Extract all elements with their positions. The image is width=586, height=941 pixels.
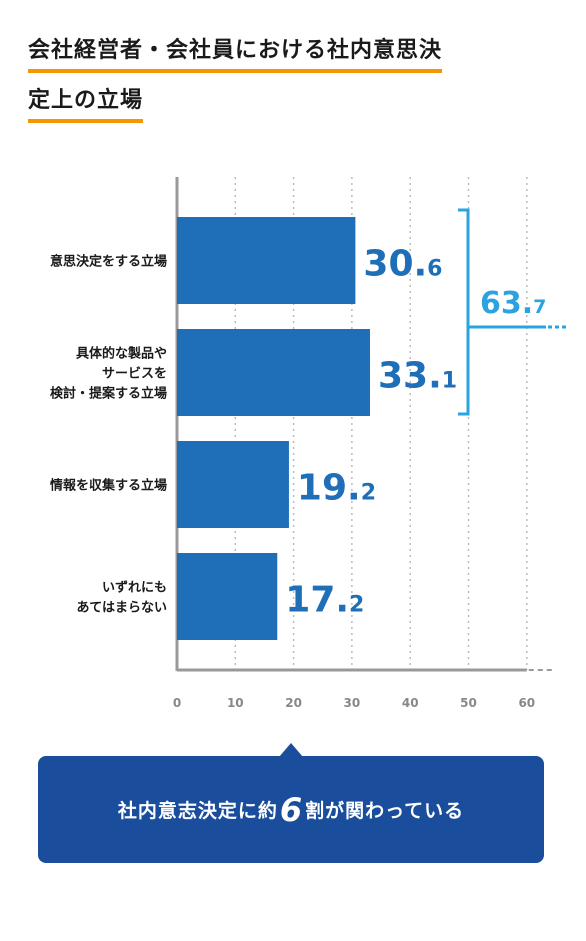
category-label: サービスを [102, 366, 167, 382]
x-tick-label: 0 [173, 696, 181, 710]
bar [177, 553, 278, 640]
chart-title-text-1: 会社経営者・会社員における社内意思決 [28, 36, 443, 73]
bar [177, 217, 356, 304]
category-label: 検討・提案する立場 [50, 386, 167, 402]
category-label: あてはまらない [77, 601, 167, 616]
chart-title-text-2: 定上の立場 [28, 86, 144, 123]
x-tick-label: 30 [344, 696, 361, 710]
bar [177, 329, 370, 416]
category-label: 具体的な製品や [76, 346, 167, 362]
x-tick-label: 20 [285, 696, 302, 710]
bar [177, 441, 289, 528]
chart-title-line-1: 会社経営者・会社員における社内意思決 [28, 36, 443, 73]
value-label: 30.6 [363, 244, 442, 285]
bar-chart: 0 10 20 30 40 50 60 意思決定をする立場 30.6 具体的な製品やサービスを検討… [50, 177, 566, 710]
x-tick-label: 60 [518, 696, 535, 710]
x-tick-label: 10 [227, 696, 244, 710]
value-label: 33.1 [378, 356, 457, 397]
chart-title-line-2: 定上の立場 [28, 86, 144, 123]
x-tick-label: 50 [460, 696, 477, 710]
category-label: いずれにも [102, 580, 167, 596]
value-label: 19.2 [297, 468, 376, 509]
value-label: 17.2 [285, 580, 364, 621]
bracket [458, 208, 470, 416]
category-label: 意思決定をする立場 [50, 254, 167, 270]
callout-box: 社内意志決定に約 6 割が関わっている [38, 756, 544, 863]
callout-pointer [279, 743, 303, 757]
category-label: 情報を収集する立場 [50, 478, 167, 494]
callout-suffix: 割が関わっている [305, 800, 465, 822]
bracket-total-label: 63.7 [480, 286, 546, 321]
x-tick-label: 40 [402, 696, 419, 710]
callout-number: 6 [279, 790, 304, 829]
callout-prefix: 社内意志決定に約 [117, 800, 278, 822]
